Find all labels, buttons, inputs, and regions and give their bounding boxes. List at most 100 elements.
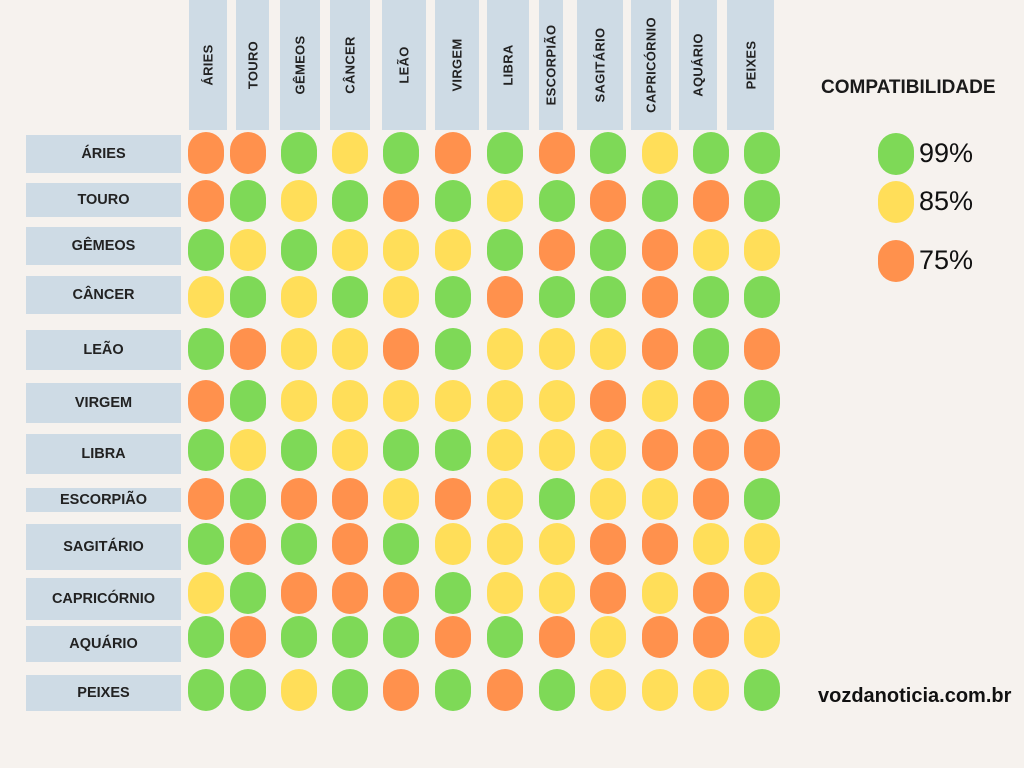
column-header-label: PEIXES: [743, 40, 758, 90]
compatibility-dot: [383, 523, 419, 565]
row-header: TOURO: [26, 183, 181, 217]
column-header-label: CAPRICÓRNIO: [643, 17, 659, 113]
compatibility-dot: [281, 478, 317, 520]
compatibility-dot: [744, 616, 780, 658]
column-header-label: TOURO: [245, 40, 260, 90]
compatibility-dot: [744, 380, 780, 422]
compatibility-dot: [642, 429, 678, 471]
compatibility-dot: [744, 180, 780, 222]
compatibility-dot: [383, 380, 419, 422]
compatibility-dot: [435, 132, 471, 174]
compatibility-dot: [487, 478, 523, 520]
column-header-label: VIRGEM: [449, 38, 465, 92]
compatibility-dot: [188, 478, 224, 520]
compatibility-dot: [435, 429, 471, 471]
compatibility-dot: [539, 276, 575, 318]
column-header: ÁRIES: [189, 0, 227, 130]
compatibility-dot: [693, 478, 729, 520]
compatibility-dot: [281, 180, 317, 222]
compatibility-dot: [590, 276, 626, 318]
row-header: ÁRIES: [26, 135, 181, 173]
compatibility-dot: [281, 616, 317, 658]
compatibility-dot: [281, 523, 317, 565]
compatibility-dot: [188, 180, 224, 222]
compatibility-dot: [693, 669, 729, 711]
compatibility-dot: [230, 380, 266, 422]
compatibility-dot: [281, 328, 317, 370]
column-header: GÊMEOS: [280, 0, 320, 130]
compatibility-dot: [642, 180, 678, 222]
compatibility-dot: [487, 429, 523, 471]
compatibility-dot: [642, 380, 678, 422]
compatibility-dot: [188, 572, 224, 614]
compatibility-dot: [435, 616, 471, 658]
column-header-label: CÂNCER: [342, 36, 358, 94]
compatibility-dot: [539, 572, 575, 614]
compatibility-dot: [281, 132, 317, 174]
compatibility-dot: [693, 380, 729, 422]
compatibility-dot: [188, 523, 224, 565]
column-header-label: ESCORPIÃO: [543, 24, 559, 106]
compatibility-dot: [435, 380, 471, 422]
compatibility-dot: [642, 276, 678, 318]
compatibility-dot: [744, 669, 780, 711]
compatibility-dot: [642, 523, 678, 565]
compatibility-dot: [590, 669, 626, 711]
legend-swatch: [878, 133, 914, 175]
compatibility-dot: [383, 328, 419, 370]
compatibility-dot: [332, 523, 368, 565]
compatibility-dot: [487, 180, 523, 222]
column-header: TOURO: [236, 0, 269, 130]
compatibility-dot: [332, 276, 368, 318]
compatibility-dot: [281, 429, 317, 471]
compatibility-dot: [590, 328, 626, 370]
compatibility-dot: [332, 132, 368, 174]
legend-title: COMPATIBILIDADE: [821, 77, 996, 98]
compatibility-dot: [435, 669, 471, 711]
compatibility-dot: [383, 478, 419, 520]
compatibility-dot: [383, 572, 419, 614]
compatibility-dot: [332, 669, 368, 711]
legend-label: 85%: [919, 186, 974, 216]
compatibility-dot: [230, 478, 266, 520]
compatibility-dot: [383, 616, 419, 658]
compatibility-dot: [383, 276, 419, 318]
compatibility-dot: [744, 478, 780, 520]
compatibility-dot: [435, 523, 471, 565]
column-header-label: AQUÁRIO: [690, 33, 706, 97]
compatibility-dot: [383, 229, 419, 271]
legend-label: 99%: [919, 138, 974, 168]
compatibility-dot: [435, 276, 471, 318]
legend-swatch: [878, 181, 914, 223]
compatibility-dot: [487, 380, 523, 422]
compatibility-dot: [693, 429, 729, 471]
compatibility-dot: [642, 229, 678, 271]
compatibility-dot: [590, 180, 626, 222]
row-header: SAGITÁRIO: [26, 524, 181, 570]
compatibility-dot: [487, 616, 523, 658]
compatibility-dot: [744, 132, 780, 174]
compatibility-dot: [188, 276, 224, 318]
compatibility-dot: [435, 229, 471, 271]
compatibility-dot: [744, 572, 780, 614]
compatibility-dot: [744, 523, 780, 565]
compatibility-dot: [744, 328, 780, 370]
compatibility-dot: [744, 229, 780, 271]
compatibility-dot: [642, 616, 678, 658]
compatibility-dot: [539, 523, 575, 565]
compatibility-dot: [693, 523, 729, 565]
compatibility-dot: [435, 180, 471, 222]
legend-swatch: [878, 240, 914, 282]
column-header: VIRGEM: [435, 0, 479, 130]
compatibility-dot: [744, 429, 780, 471]
compatibility-dot: [230, 180, 266, 222]
row-header: GÊMEOS: [26, 227, 181, 265]
column-header: LIBRA: [487, 0, 529, 130]
compatibility-dot: [332, 180, 368, 222]
compatibility-dot: [693, 229, 729, 271]
compatibility-dot: [487, 669, 523, 711]
compatibility-dot: [487, 572, 523, 614]
compatibility-dot: [230, 572, 266, 614]
compatibility-dot: [539, 616, 575, 658]
compatibility-dot: [188, 669, 224, 711]
